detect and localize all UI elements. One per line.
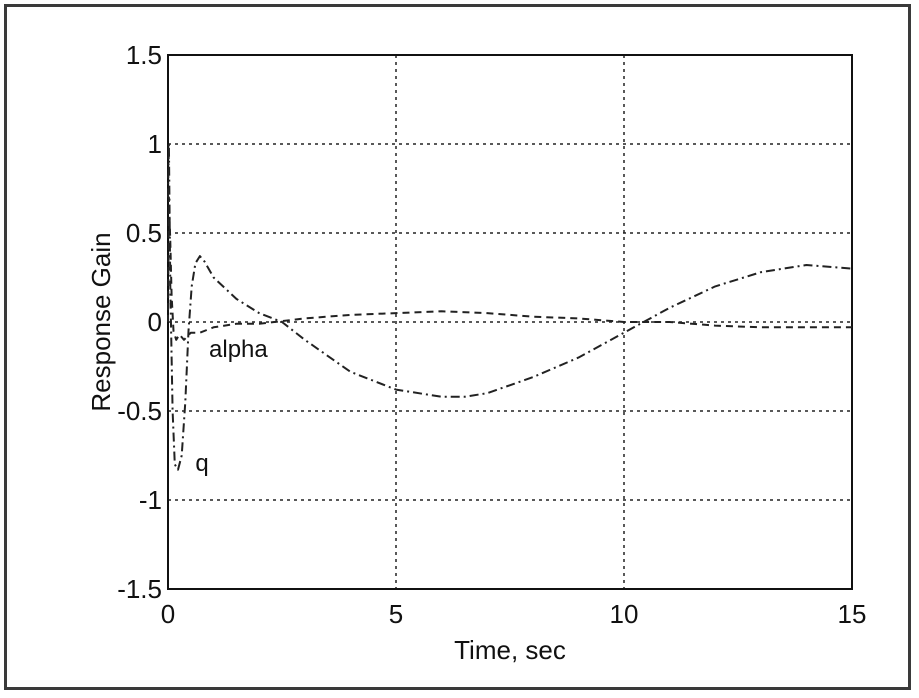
annotation-alpha: alpha: [209, 336, 268, 363]
x-tick-label: 15: [838, 599, 867, 629]
y-tick-label: 1.5: [126, 40, 162, 70]
y-tick-label: 0: [148, 307, 162, 337]
figure-frame: [4, 4, 911, 690]
annotation-q: q: [195, 450, 208, 477]
y-tick-label: -0.5: [117, 396, 162, 426]
x-tick-label: 0: [161, 599, 175, 629]
x-axis-label: Time, sec: [454, 635, 566, 665]
y-tick-label: 0.5: [126, 218, 162, 248]
y-axis-label: Response Gain: [86, 232, 116, 411]
x-tick-label: 10: [610, 599, 639, 629]
annotations: alpha q: [195, 336, 268, 477]
series-line-q: [167, 143, 853, 471]
series-lines: [167, 143, 853, 471]
grid-lines: [168, 55, 852, 589]
axis-ticks: 0 5 10 15 -1.5 -1 -0.5 0 0.5 1 1.5: [117, 40, 866, 629]
y-tick-label: 1: [148, 129, 162, 159]
y-tick-label: -1: [139, 485, 162, 515]
y-tick-label: -1.5: [117, 574, 162, 604]
x-tick-label: 5: [389, 599, 403, 629]
